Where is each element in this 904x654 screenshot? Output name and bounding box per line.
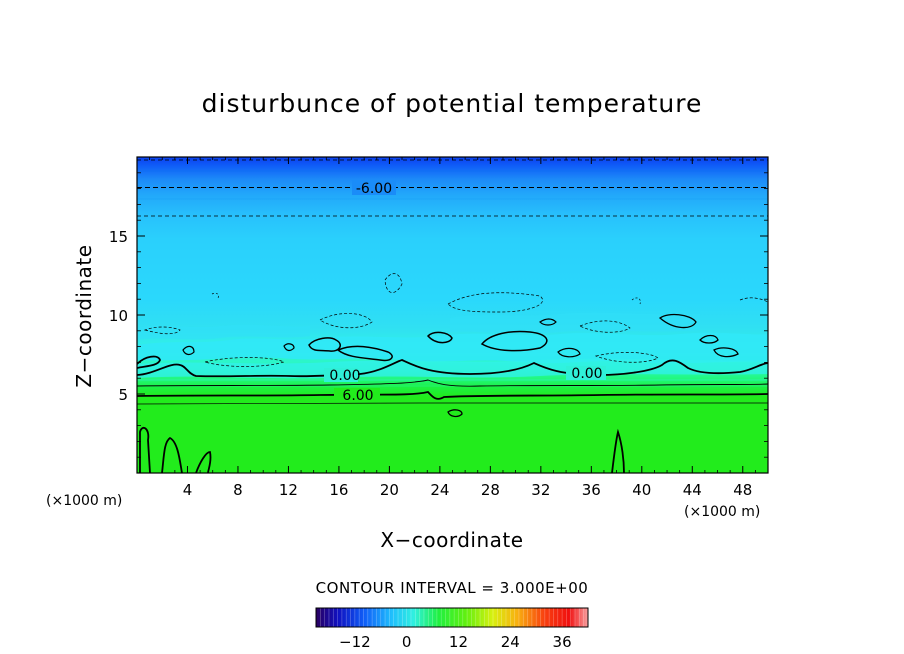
contour-6 [137,391,768,400]
cell-contour [308,337,341,352]
x-tick-label: 16 [329,481,348,499]
contour-label: -6.00 [356,181,392,197]
contour-interval-label: CONTOUR INTERVAL = 3.000E+00 [316,579,589,597]
dashed-wisp [319,313,373,329]
chart-title: disturbunce of potential temperature [202,89,703,118]
x-tick-label: 28 [481,481,500,499]
y-tick-label: 15 [109,228,128,246]
contour-label-bg [352,180,396,195]
surface-plume [161,436,183,473]
contour-3 [137,379,768,387]
mid-level-patch [137,358,768,379]
contour-label: 0.00 [571,366,602,382]
x-tick-label: 48 [733,481,752,499]
x-tick-label: 36 [582,481,601,499]
cell-contour [557,347,581,358]
contour-label: 6.00 [342,388,373,404]
dashed-wisp [211,292,219,299]
contour-label: 0.00 [329,368,360,384]
colorbar-tick-label: 0 [402,633,412,651]
contour-labels: -6.00 0.00 0.00 6.00 [324,180,606,404]
x-tick-label: 40 [632,481,651,499]
cell-contour [480,330,548,352]
x-tick-label: 20 [380,481,399,499]
contour-zero [137,359,768,378]
x-tick-label: 24 [430,481,449,499]
x-tick-label: 12 [279,481,298,499]
mid-level-patch [137,332,768,364]
cell-contour [447,409,463,418]
x-tick-label: 44 [683,481,702,499]
colorbar-tick-label: 36 [553,633,572,651]
colorbar-ticks: −12 0 12 24 36 [339,633,572,651]
colorbar-tick-label: 24 [501,633,520,651]
x-tick-label: 8 [233,481,243,499]
contour-lines [137,159,768,473]
cell-contour [699,334,719,344]
colorbar-fill [316,608,588,627]
x-axis-label: X−coordinate [380,528,523,552]
colorbar-tick-label: −12 [339,633,371,651]
cell-contour [137,355,161,369]
contour-7 [137,402,768,405]
x-tick-label: 32 [531,481,550,499]
contour-label-bg [324,368,358,382]
surface-plume [611,428,625,473]
contour-label-bg [334,388,380,402]
colorbar: −12 0 12 24 36 [315,607,589,651]
colorbar-frame [315,607,589,628]
cell-contour [713,347,739,358]
dashed-wisp [579,320,631,333]
dashed-wisp [594,352,659,363]
colorbar-tick-label: 12 [449,633,468,651]
y-tick-label: 5 [118,386,128,404]
colorbar-stripes [320,608,584,627]
cell-contour [336,345,393,362]
y-axis-label: Z−coordinate [72,244,96,387]
cell-contour [658,313,697,329]
cell-contour [426,331,453,344]
contour-label-bg [566,366,606,380]
surface-plume [139,426,151,473]
x-unit-right: (×1000 m) [684,504,760,520]
dashed-wisp [631,297,641,305]
y-tick-label: 10 [109,307,128,325]
dashed-wisp [203,357,286,367]
mid-level-patch [137,324,310,340]
x-tick-label: 4 [183,481,193,499]
dashed-wisp [739,297,768,303]
cell-contour [283,343,295,352]
dashed-wisp [447,292,543,313]
mid-level-patch [450,312,700,334]
plot-area: -6.00 0.00 0.00 6.00 [136,156,769,474]
surface-plume [195,451,212,473]
x-unit-left: (×1000 m) [46,493,122,509]
dashed-wisp [143,326,181,335]
dashed-wisp [384,273,403,293]
cell-contour [539,318,557,326]
cell-contour [182,345,195,356]
